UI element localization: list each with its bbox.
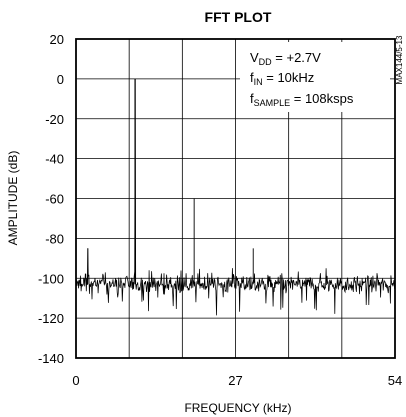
y-tick-label: -120 — [38, 311, 64, 326]
y-tick-label: -60 — [45, 192, 64, 207]
y-axis-label: AMPLITUDE (dB) — [6, 151, 20, 246]
y-tick-label: 0 — [57, 72, 64, 87]
y-tick-label: -40 — [45, 152, 64, 167]
y-tick-labels: 20 0 -20 -40 -60 -80 -100 -120 -140 — [38, 32, 64, 366]
fft-trace — [76, 78, 396, 316]
x-tick-labels: 0 27 54 — [72, 373, 402, 388]
x-tick-label: 27 — [228, 373, 242, 388]
annotation-vdd: VDD = +2.7V — [250, 50, 321, 67]
chart-title: FFT PLOT — [205, 9, 272, 25]
x-axis-label: FREQUENCY (kHz) — [184, 401, 291, 415]
y-tick-label: -100 — [38, 271, 64, 286]
x-tick-label: 0 — [72, 373, 79, 388]
y-tick-label: -20 — [45, 112, 64, 127]
annotation-backdrop — [240, 42, 390, 112]
y-tick-label: -140 — [38, 351, 64, 366]
y-tick-label: 20 — [50, 32, 64, 47]
plot-frame — [75, 38, 396, 359]
annotation-fsample: fSAMPLE = 108ksps — [250, 91, 354, 108]
noise-floor-trace — [76, 78, 396, 316]
annotation-fin: fIN = 10kHz — [250, 70, 314, 87]
x-tick-label: 54 — [388, 373, 402, 388]
y-tick-label: -80 — [45, 231, 64, 246]
figure-id: MAX144/5-13 — [395, 35, 404, 84]
